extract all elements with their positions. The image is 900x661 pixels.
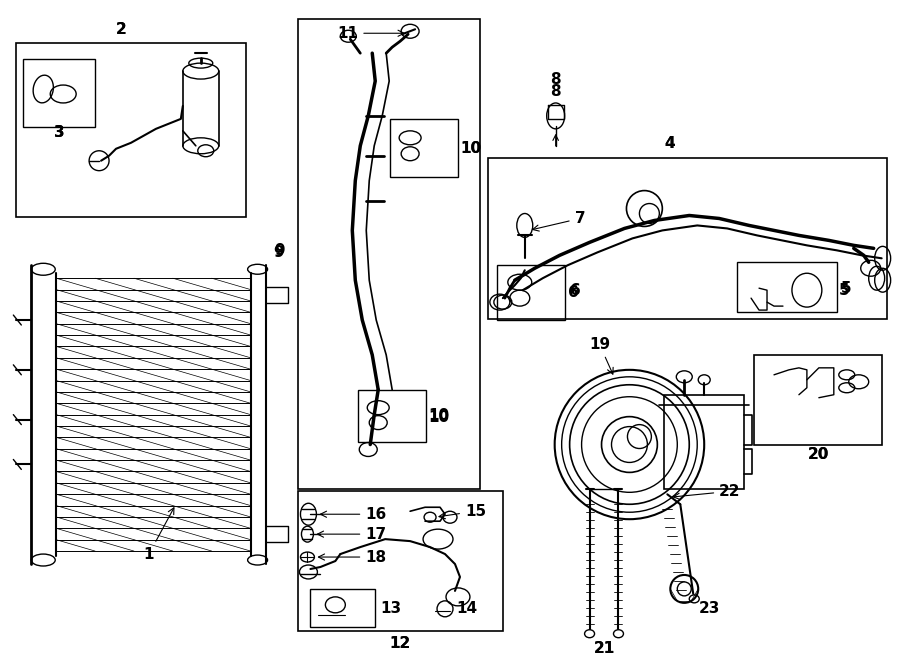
Text: 23: 23 [699, 602, 721, 616]
Text: 6: 6 [568, 285, 579, 299]
Text: 15: 15 [439, 504, 486, 519]
Text: 21: 21 [594, 641, 615, 656]
Text: 21: 21 [594, 641, 615, 656]
Text: 10: 10 [460, 141, 482, 156]
Bar [391, 119, 458, 176]
Text: 2: 2 [115, 22, 126, 37]
Bar [664, 395, 744, 489]
Text: 17: 17 [318, 527, 386, 541]
Text: 13: 13 [380, 602, 401, 616]
Bar [23, 59, 95, 127]
Bar [488, 158, 886, 319]
Text: 4: 4 [664, 136, 675, 151]
Text: 1: 1 [144, 508, 174, 562]
Bar [310, 589, 375, 627]
Text: 2: 2 [115, 22, 126, 37]
Text: 4: 4 [664, 136, 675, 151]
Text: 10: 10 [460, 141, 482, 156]
Text: 20: 20 [808, 447, 830, 462]
Bar [358, 390, 426, 442]
Bar [754, 355, 882, 444]
Bar [299, 19, 480, 489]
Text: 5: 5 [839, 283, 850, 297]
Text: 3: 3 [54, 126, 65, 140]
Text: 12: 12 [390, 636, 410, 651]
Text: 14: 14 [456, 602, 477, 616]
Text: 10: 10 [428, 410, 449, 425]
Text: 10: 10 [428, 408, 449, 423]
Text: 20: 20 [808, 447, 830, 462]
Text: 11: 11 [338, 26, 404, 41]
Text: 6: 6 [570, 283, 580, 297]
Text: 16: 16 [320, 507, 386, 522]
Text: 22: 22 [673, 484, 741, 499]
Bar [497, 265, 564, 320]
Text: 7: 7 [533, 211, 585, 231]
Text: 3: 3 [54, 126, 65, 140]
Text: 19: 19 [589, 337, 613, 374]
Text: 8: 8 [551, 71, 561, 87]
Bar [299, 491, 503, 631]
Text: 5: 5 [841, 281, 851, 295]
Bar [737, 262, 837, 312]
Text: 18: 18 [319, 549, 386, 564]
Bar [16, 43, 246, 217]
Text: 9: 9 [274, 243, 284, 258]
Text: 8: 8 [551, 83, 561, 98]
Text: 9: 9 [273, 245, 284, 260]
Text: 12: 12 [390, 636, 410, 651]
